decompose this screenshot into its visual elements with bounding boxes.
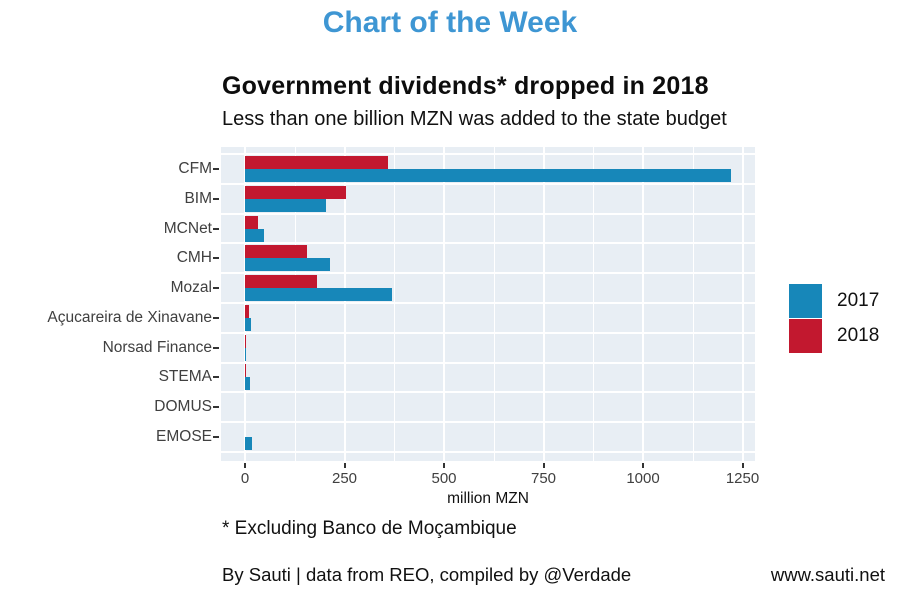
- website-link: www.sauti.net: [770, 564, 885, 585]
- gridline-major: [443, 147, 445, 461]
- gridline-major: [642, 147, 644, 461]
- y-axis-label-a-ucareira-de-xinavane: Açucareira de Xinavane: [47, 308, 212, 326]
- x-tick-label-1250: 1250: [725, 470, 760, 487]
- x-tick-mark: [343, 463, 346, 468]
- page-title: Chart of the Week: [322, 6, 578, 39]
- x-tick-mark: [443, 463, 445, 468]
- y-tick-mark: [213, 227, 219, 230]
- y-axis-label-domus: DOMUS: [154, 398, 212, 416]
- legend-swatch-2018: [789, 319, 822, 353]
- y-tick-mark: [213, 168, 219, 170]
- y-axis-label-norsad-finance: Norsad Finance: [102, 338, 212, 356]
- y-tick-mark: [213, 376, 219, 379]
- gridline-minor: [593, 147, 595, 461]
- bar-2017-cfm: [245, 169, 731, 182]
- legend-swatch-2017: [789, 284, 822, 318]
- gridline-horizontal: [221, 361, 755, 364]
- bar-2018-cmh: [245, 245, 307, 259]
- x-tick-mark: [741, 463, 744, 468]
- legend: 2017 2018: [789, 284, 879, 354]
- gridline-horizontal: [221, 153, 755, 156]
- gridline-horizontal: [221, 421, 755, 424]
- gridline-minor: [692, 147, 694, 461]
- bar-2018-stema: [245, 364, 247, 378]
- gridline-major: [542, 147, 545, 461]
- gridline-horizontal: [221, 212, 755, 215]
- bar-2017-stema: [245, 377, 250, 391]
- credit-row: By Sauti | data from REO, compiled by @V…: [222, 564, 885, 586]
- bar-2017-emose: [245, 437, 253, 451]
- gridline-minor: [294, 147, 296, 461]
- bar-2017-cmh: [245, 258, 331, 272]
- x-tick-label-500: 500: [431, 470, 457, 487]
- y-tick-mark: [213, 406, 219, 409]
- y-axis-label-cfm: CFM: [178, 160, 212, 177]
- gridline-major: [343, 147, 346, 461]
- legend-item-2017: 2017: [789, 284, 879, 318]
- bar-2018-mcnet: [245, 215, 259, 229]
- legend-label-2018: 2018: [837, 325, 880, 346]
- y-tick-mark: [213, 287, 219, 290]
- chart-title: Government dividends* dropped in 2018: [222, 72, 709, 100]
- x-tick-mark: [244, 463, 246, 468]
- bar-2018-a-ucareira-de-xinavane: [245, 304, 249, 318]
- bar-2018-mozal: [245, 275, 318, 289]
- y-axis-label-cmh: CMH: [176, 249, 212, 267]
- y-tick-mark: [213, 436, 219, 439]
- x-tick-label-1000: 1000: [626, 470, 660, 487]
- x-tick-label-0: 0: [240, 470, 250, 487]
- legend-item-2018: 2018: [789, 319, 879, 353]
- gridline-major: [244, 147, 246, 461]
- y-axis-label-mcnet: MCNet: [163, 219, 212, 237]
- x-tick-mark: [542, 463, 545, 468]
- footnote: * Excluding Banco de Moçambique: [222, 518, 517, 539]
- y-axis-label-emose: EMOSE: [156, 428, 212, 446]
- chart-subtitle: Less than one billion MZN was added to t…: [222, 108, 727, 130]
- legend-label-2017: 2017: [837, 290, 880, 311]
- bar-2017-bim: [245, 198, 326, 212]
- gridline-minor: [394, 147, 396, 461]
- y-axis-label-mozal: Mozal: [170, 279, 212, 297]
- x-tick-mark: [642, 463, 644, 468]
- plot-panel: [221, 147, 755, 461]
- y-axis-label-bim: BIM: [184, 189, 212, 207]
- gridline-horizontal: [221, 272, 755, 275]
- bar-2017-mcnet: [245, 228, 265, 242]
- y-axis-label-stema: STEMA: [158, 368, 212, 386]
- bar-2017-norsad-finance: [245, 347, 246, 361]
- y-tick-mark: [213, 346, 219, 349]
- bar-2017-mozal: [245, 288, 392, 302]
- gridline-minor: [493, 147, 495, 461]
- bar-2018-norsad-finance: [245, 334, 247, 348]
- gridline-horizontal: [221, 331, 755, 334]
- gridline-horizontal: [221, 450, 755, 453]
- credit-text: By Sauti | data from REO, compiled by @V…: [222, 564, 632, 585]
- bar-2018-bim: [245, 185, 346, 199]
- x-tick-label-750: 750: [530, 470, 557, 487]
- gridline-horizontal: [221, 302, 755, 304]
- x-tick-label-250: 250: [331, 470, 358, 487]
- gridline-horizontal: [221, 242, 755, 245]
- y-tick-mark: [213, 197, 219, 200]
- gridline-horizontal: [221, 391, 755, 394]
- bar-2018-cfm: [245, 156, 389, 169]
- x-axis-title: million MZN: [447, 490, 529, 507]
- gridline-major: [741, 147, 744, 461]
- bar-2017-a-ucareira-de-xinavane: [245, 317, 251, 331]
- gridline-horizontal: [221, 182, 755, 185]
- y-tick-mark: [213, 257, 219, 260]
- y-tick-mark: [213, 316, 219, 319]
